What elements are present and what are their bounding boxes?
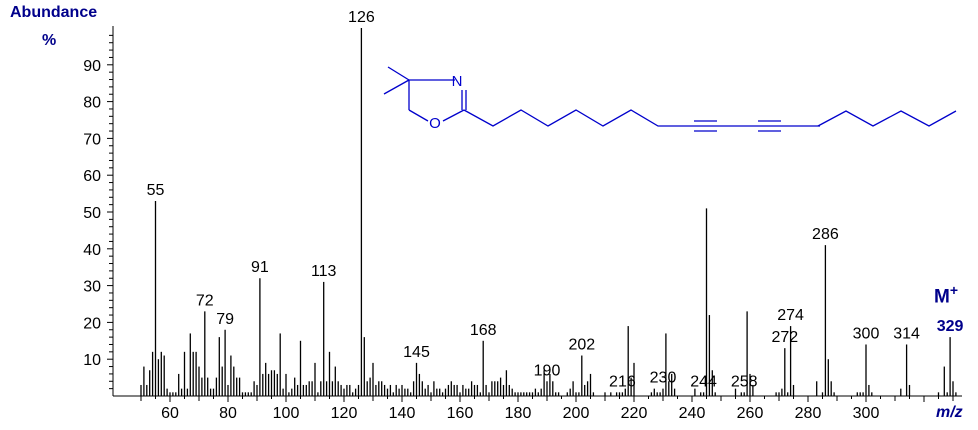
peak-label: 272 <box>771 329 798 346</box>
x-tick-label: 100 <box>273 405 300 422</box>
nitrogen-atom-label: N <box>452 73 463 90</box>
peak-label: 113 <box>311 263 337 280</box>
x-tick-label: 80 <box>219 405 237 422</box>
x-tick-label: 120 <box>331 405 358 422</box>
axes: 10 20 30 40 50 60 70 80 90 60 80 100 120 140 160 180 200… <box>83 26 962 422</box>
oxygen-atom-label: O <box>429 115 441 132</box>
peak-label: 126 <box>348 9 375 26</box>
x-tick-label: 180 <box>505 405 532 422</box>
peak-label: 244 <box>690 373 717 390</box>
x-tick-label: 140 <box>389 405 416 422</box>
y-tick-label: 50 <box>83 205 101 222</box>
y-tick-label: 80 <box>83 95 101 112</box>
x-tick-label: 280 <box>795 405 822 422</box>
peak-label: 72 <box>196 292 214 309</box>
x-tick-label: 240 <box>679 405 706 422</box>
peak-label: 145 <box>403 344 430 361</box>
peak-label: 258 <box>731 373 758 390</box>
peak-label: 300 <box>853 325 880 342</box>
x-tick-label: 220 <box>621 405 648 422</box>
peak-label: 55 <box>147 182 165 199</box>
peak-label: 79 <box>216 311 234 328</box>
y-tick-label: 70 <box>83 131 101 148</box>
spectrum-bars <box>140 28 957 396</box>
y-tick-label: 40 <box>83 242 101 259</box>
x-axis-title: m/z <box>936 404 963 421</box>
peak-label: 216 <box>609 373 636 390</box>
peak-label: 202 <box>568 337 595 354</box>
chemical-structure <box>383 66 957 132</box>
y-tick-label: 60 <box>83 168 101 185</box>
peak-label: 329 <box>937 318 964 335</box>
y-axis-title: Abundance <box>10 4 98 21</box>
y-tick-label: 10 <box>83 352 101 369</box>
peak-label: 230 <box>650 370 677 387</box>
peak-label: 190 <box>534 362 561 379</box>
x-tick-label: 300 <box>853 405 880 422</box>
x-tick-label: 60 <box>161 405 179 422</box>
y-tick-label: 90 <box>83 58 101 75</box>
x-tick-label: 260 <box>737 405 764 422</box>
peak-label: 274 <box>777 307 804 324</box>
peak-label: 168 <box>470 322 497 339</box>
x-tick-label: 160 <box>447 405 474 422</box>
peak-label: 314 <box>893 325 920 342</box>
molecular-ion-marker: M+ <box>934 282 959 308</box>
y-tick-label: 30 <box>83 279 101 296</box>
peak-label: 286 <box>812 226 839 243</box>
y-axis-unit: % <box>42 32 57 49</box>
x-tick-label: 200 <box>563 405 590 422</box>
y-tick-label: 20 <box>83 315 101 332</box>
peak-label: 91 <box>251 259 269 276</box>
